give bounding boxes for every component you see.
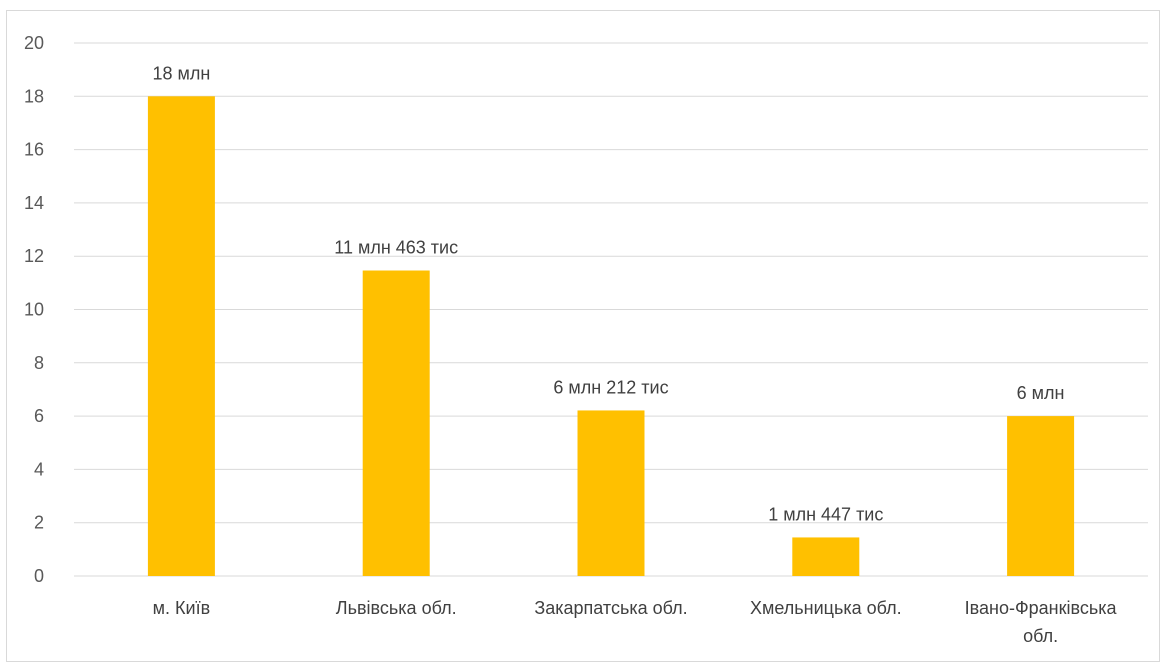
y-tick-label: 8 xyxy=(34,353,44,373)
y-tick-label: 10 xyxy=(24,300,44,320)
data-label: 6 млн xyxy=(1017,383,1065,403)
x-category-label: Львівська обл. xyxy=(336,598,457,618)
data-label: 6 млн 212 тис xyxy=(553,377,668,397)
gridlines xyxy=(74,42,1148,577)
y-tick-label: 6 xyxy=(34,406,44,426)
data-labels: 18 млн 11 млн 463 тис 6 млн 212 тис 1 млн 4… xyxy=(152,63,1064,524)
x-axis-category-labels: м. Київ Львівська обл. Закарпатська обл. Хм… xyxy=(153,598,1118,646)
x-category-label: Хмельницька обл. xyxy=(750,598,902,618)
x-category-label: Закарпатська обл. xyxy=(534,598,687,618)
data-label: 11 млн 463 тис xyxy=(334,238,458,258)
y-tick-label: 0 xyxy=(34,566,44,586)
x-category-label: обл. xyxy=(1023,626,1058,646)
y-tick-label: 2 xyxy=(34,513,44,533)
x-category-label: м. Київ xyxy=(153,598,210,618)
bar xyxy=(1007,416,1075,576)
y-tick-label: 14 xyxy=(24,193,44,213)
data-label: 1 млн 447 тис xyxy=(768,504,883,524)
y-tick-label: 4 xyxy=(34,459,44,479)
bar xyxy=(577,410,645,576)
bar xyxy=(147,96,215,577)
y-axis-ticks: 0 2 4 6 8 10 12 14 16 18 20 xyxy=(24,33,44,586)
y-tick-label: 12 xyxy=(24,246,44,266)
x-category-label: Івано-Франківська xyxy=(965,598,1118,618)
bar xyxy=(792,537,860,576)
bar xyxy=(362,270,430,576)
data-label: 18 млн xyxy=(152,63,210,83)
y-tick-label: 16 xyxy=(24,140,44,160)
y-tick-label: 18 xyxy=(24,86,44,106)
y-tick-label: 20 xyxy=(24,33,44,53)
bars xyxy=(147,96,1075,577)
